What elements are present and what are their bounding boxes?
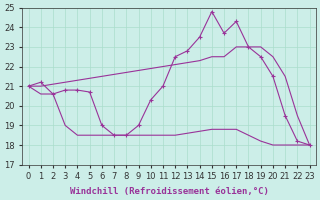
X-axis label: Windchill (Refroidissement éolien,°C): Windchill (Refroidissement éolien,°C): [70, 187, 268, 196]
